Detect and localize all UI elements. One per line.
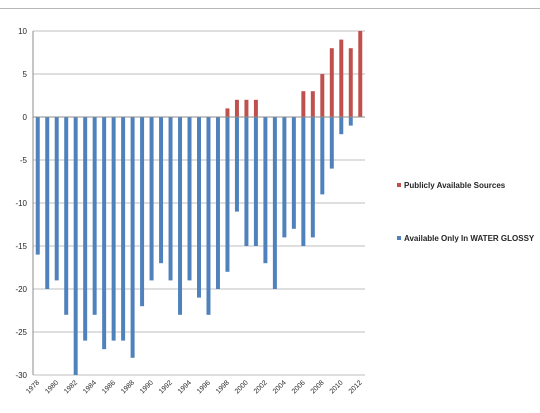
- x-tick-label: 2002: [253, 379, 269, 395]
- bar-water-glossy: [329, 117, 334, 169]
- y-tick-label: 5: [23, 70, 28, 79]
- bar-water-glossy: [244, 117, 249, 246]
- y-axis: 10 5 0 -5 -10 -15 -20 -25 -30: [15, 27, 34, 380]
- y-tick-label: -15: [15, 242, 27, 251]
- x-tick-label: 2006: [291, 379, 307, 395]
- bar-water-glossy: [291, 117, 296, 229]
- bar-water-glossy: [159, 117, 164, 264]
- x-tick-label: 1990: [139, 379, 155, 395]
- bar-water-glossy: [130, 117, 135, 358]
- bar-water-glossy: [282, 117, 287, 238]
- x-tick-label: 2004: [272, 379, 288, 395]
- bar-public: [234, 99, 239, 117]
- x-tick-label: 1992: [158, 379, 174, 395]
- legend: Publicly Available Sources Available Only…: [397, 181, 535, 243]
- bar-water-glossy: [225, 117, 230, 272]
- bar-water-glossy: [272, 117, 277, 289]
- bar-water-glossy: [54, 117, 59, 281]
- x-tick-label: 1980: [44, 379, 60, 395]
- bar-water-glossy: [187, 117, 192, 281]
- legend-swatch: [397, 183, 401, 187]
- legend-swatch: [397, 236, 401, 240]
- bars: [35, 31, 363, 375]
- bar-water-glossy: [83, 117, 88, 341]
- legend-label: Available Only In WATER GLOSSY: [404, 234, 535, 243]
- bar-water-glossy: [310, 117, 315, 238]
- bar-public: [310, 91, 315, 117]
- bar-water-glossy: [45, 117, 50, 289]
- y-tick-label: 10: [18, 27, 27, 36]
- bar-water-glossy: [149, 117, 154, 281]
- x-tick-label: 1986: [101, 379, 117, 395]
- bar-public: [301, 91, 306, 117]
- bar-water-glossy: [263, 117, 268, 264]
- x-tick-label: 1988: [120, 379, 136, 395]
- x-tick-label: 2010: [329, 379, 345, 395]
- legend-label: Publicly Available Sources: [404, 181, 506, 190]
- bar-public: [339, 39, 344, 117]
- x-tick-label: 1994: [177, 379, 193, 395]
- bar-water-glossy: [301, 117, 306, 246]
- bar-public: [329, 48, 334, 118]
- bar-water-glossy: [197, 117, 201, 298]
- top-divider: [0, 8, 540, 9]
- bar-water-glossy: [234, 117, 239, 212]
- bar-public: [225, 108, 230, 117]
- x-tick-label: 1978: [25, 379, 41, 395]
- bar-water-glossy: [339, 117, 344, 135]
- x-tick-label: 2008: [310, 379, 326, 395]
- bar-public: [244, 99, 249, 117]
- bar-public: [253, 99, 258, 117]
- bar-water-glossy: [178, 117, 183, 315]
- x-tick-label: 2012: [348, 379, 364, 395]
- x-tick-label: 1984: [82, 379, 98, 395]
- bar-public: [358, 31, 363, 117]
- bar-water-glossy: [320, 117, 325, 195]
- y-tick-label: -30: [15, 371, 27, 380]
- bar-water-glossy: [215, 117, 220, 289]
- bar-water-glossy: [140, 117, 145, 307]
- bar-water-glossy: [121, 117, 126, 341]
- bar-water-glossy: [253, 117, 258, 246]
- x-tick-label: 1996: [196, 379, 212, 395]
- bar-public: [348, 48, 353, 118]
- bar-water-glossy: [73, 117, 78, 375]
- y-tick-label: -5: [20, 156, 28, 165]
- bar-water-glossy: [102, 117, 107, 350]
- bar-water-glossy: [348, 117, 353, 126]
- y-tick-label: -10: [15, 199, 27, 208]
- x-tick-label: 1982: [63, 379, 79, 395]
- bar-water-glossy: [92, 117, 97, 315]
- x-tick-label: 1998: [215, 379, 231, 395]
- bar-public: [320, 74, 325, 117]
- bar-water-glossy: [111, 117, 116, 341]
- y-tick-label: -20: [15, 285, 27, 294]
- y-tick-label: -25: [15, 328, 27, 337]
- y-tick-label: 0: [23, 113, 28, 122]
- bar-water-glossy: [35, 117, 40, 255]
- x-tick-label: 2000: [234, 379, 250, 395]
- bar-water-glossy: [206, 117, 211, 315]
- bar-water-glossy: [64, 117, 69, 315]
- bar-water-glossy: [168, 117, 173, 281]
